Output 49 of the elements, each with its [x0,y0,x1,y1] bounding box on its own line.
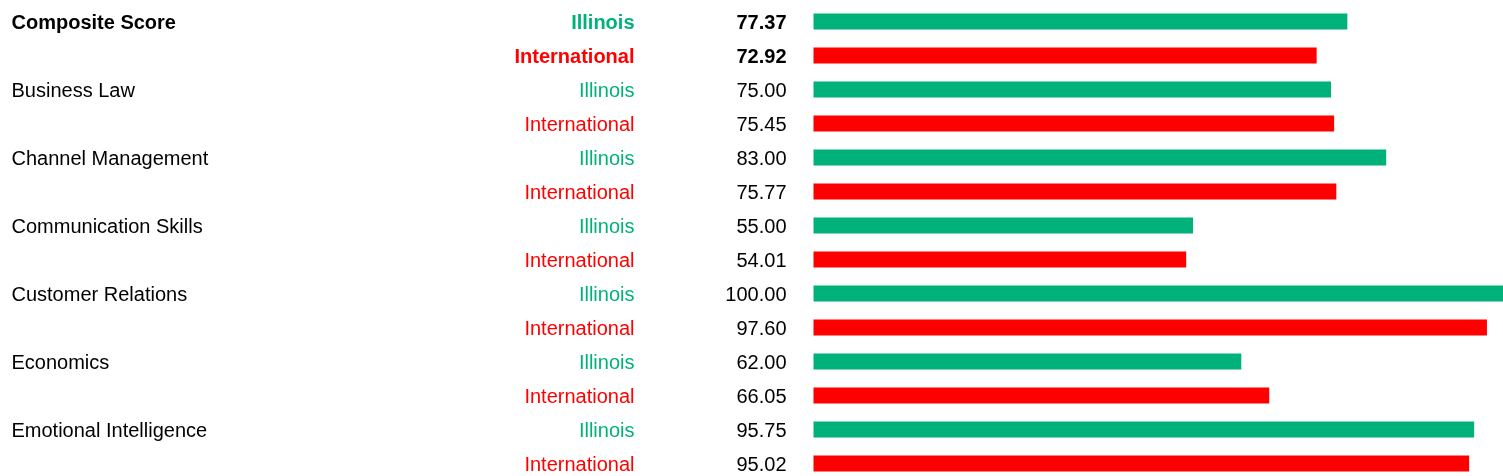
y-tick-label: Economics [11,350,110,373]
data-label: 62.00 [736,350,787,373]
bar [813,353,1242,370]
bar [813,47,1317,64]
data-label: 75.77 [736,180,787,203]
data-label: 75.00 [736,78,787,101]
y-tick-label: Customer Relations [11,282,188,305]
bar [813,285,1503,302]
data-label: 100.00 [725,282,787,305]
text: International [524,248,635,271]
y-tick-label: Channel Management [11,146,209,169]
text: International [524,316,635,339]
data-label: 55.00 [736,214,787,237]
data-label: 77.37 [736,10,787,33]
data-label: 54.01 [736,248,787,271]
text: Illinois [578,282,635,305]
data-label: 95.02 [736,452,787,475]
y-tick-label: Communication Skills [11,214,203,237]
data-label: 83.00 [736,146,787,169]
bar [813,149,1387,166]
bar [813,183,1337,200]
data-label: 72.92 [736,44,787,67]
data-label: 75.45 [736,112,787,135]
text: Illinois [578,350,635,373]
data-label: 97.60 [736,316,787,339]
bar [813,13,1348,30]
text: International [524,452,635,475]
bar [813,115,1335,132]
text: Illinois [571,10,635,33]
text: International [524,112,635,135]
text: International [524,180,635,203]
bar [813,421,1475,438]
text: Illinois [578,146,635,169]
text: Illinois [578,214,635,237]
y-tick-label: Emotional Intelligence [11,418,208,441]
text: Illinois [578,78,635,101]
bar [813,319,1487,336]
text: International [514,44,635,67]
bar [813,81,1331,98]
data-label: 95.75 [736,418,787,441]
text: International [524,384,635,407]
y-tick-label: Composite Score [11,10,176,33]
bar [813,251,1187,268]
text: Illinois [578,418,635,441]
bar [813,387,1270,404]
data-label: 66.05 [736,384,787,407]
y-tick-label: Business Law [11,78,136,101]
bar [813,455,1470,472]
bar [813,217,1193,234]
